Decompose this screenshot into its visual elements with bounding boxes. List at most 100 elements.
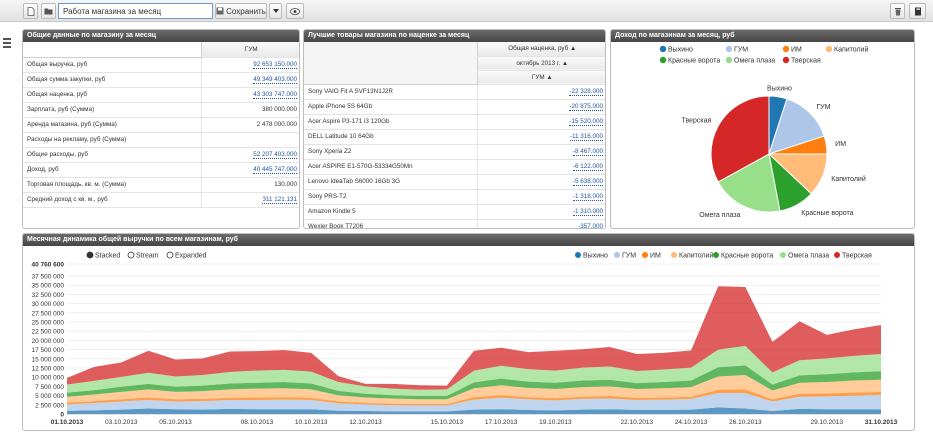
- book-icon: [914, 7, 921, 15]
- legend-item[interactable]: Выхино: [659, 45, 693, 54]
- legend-item[interactable]: Капитолий: [671, 252, 714, 260]
- legend-swatch: [725, 45, 733, 53]
- drilldown-link[interactable]: -8 467.000: [572, 148, 603, 156]
- legend-item[interactable]: Тверская: [834, 252, 872, 260]
- panel-title: Общие данные по магазину за месяц: [23, 30, 299, 42]
- area-series-2[interactable]: [67, 389, 881, 406]
- preview-button[interactable]: [286, 3, 304, 19]
- legend-label: Тверская: [791, 58, 821, 65]
- area-series-1[interactable]: [67, 393, 881, 412]
- area-series-6[interactable]: [67, 286, 881, 390]
- product-name: Lenovo IdeaTab S6000 16Gb 3G: [304, 174, 477, 190]
- drilldown-link[interactable]: -20 875.000: [569, 103, 603, 111]
- drilldown-link[interactable]: -15 520.000: [569, 118, 603, 126]
- drilldown-link[interactable]: 49 349 403.000: [253, 76, 297, 84]
- table-row: Средний доход с кв. м., руб 311 121.131: [23, 192, 299, 208]
- table-row: Общая выручка, руб 92 653 150.000: [23, 57, 299, 73]
- y-tick-label: 17 500 000: [31, 347, 64, 354]
- legend-item[interactable]: Омега плаза: [780, 252, 829, 260]
- x-tick-label: 12.10.2013: [349, 419, 382, 426]
- drilldown-link[interactable]: 92 653 150.000: [253, 61, 297, 69]
- drilldown-link[interactable]: 311 121.131: [262, 196, 297, 204]
- area-series-4[interactable]: [67, 365, 881, 400]
- chevron-down-icon: [272, 9, 279, 13]
- y-tick-label: 37 500 000: [31, 273, 64, 280]
- row-value: 52 207 403.000: [200, 147, 299, 163]
- row-value: 49 349 403.000: [200, 72, 299, 88]
- product-name: DELL Latitude 10 64Gb: [304, 129, 477, 145]
- header-store[interactable]: ГУМ ▲: [476, 70, 605, 85]
- legend-item[interactable]: Тверская: [782, 56, 821, 65]
- drilldown-link[interactable]: 43 303 747.000: [253, 91, 297, 99]
- legend-swatch: [642, 252, 648, 258]
- drilldown-link[interactable]: -357.000: [578, 223, 603, 229]
- delete-button[interactable]: [890, 3, 905, 19]
- table-row: Общая сумма закупки, руб 49 349 403.000: [23, 72, 299, 88]
- slice-label: Выхино: [767, 85, 792, 92]
- drilldown-link[interactable]: 40 445 747.000: [253, 166, 297, 174]
- legend-item[interactable]: Красные ворота: [713, 252, 773, 260]
- row-value-text: 380 000.000: [261, 106, 297, 113]
- x-tick-label: 10.10.2013: [295, 419, 328, 426]
- pie-slice[interactable]: [717, 153, 781, 213]
- y-tick-label: 12 500 000: [31, 365, 64, 372]
- drilldown-link[interactable]: -1 310.000: [572, 208, 603, 216]
- x-tick-label: 26.10.2013: [729, 419, 762, 426]
- row-value: 311 121.131: [200, 192, 299, 208]
- pie-slice[interactable]: [710, 95, 770, 183]
- legend-item[interactable]: ИМ: [642, 252, 661, 260]
- legend-item[interactable]: Капитолий: [825, 45, 869, 54]
- report-title-input[interactable]: [58, 3, 213, 19]
- row-value: 43 303 747.000: [200, 87, 299, 103]
- panel-title: Месячная динамика общей выручки по всем …: [23, 234, 914, 246]
- legend-label: Омега плаза: [734, 58, 775, 65]
- mode-toggle-stream[interactable]: Stream: [127, 251, 159, 260]
- mode-toggle-stacked[interactable]: Stacked: [86, 251, 120, 260]
- legend-item[interactable]: Омега плаза: [725, 56, 775, 65]
- x-tick-label: 19.10.2013: [539, 419, 572, 426]
- legend-label: ГУМ: [622, 253, 636, 260]
- header-total-markup[interactable]: Общая наценка, руб ▲: [476, 42, 605, 57]
- legend-swatch: [825, 45, 833, 53]
- legend-label: ГУМ: [734, 47, 748, 54]
- table-row: Lenovo IdeaTab S6000 16Gb 3G -5 638.000: [304, 174, 605, 190]
- new-report-button[interactable]: [23, 3, 38, 19]
- table-row: Sony PRS-T2 -1 318.000: [304, 189, 605, 205]
- drilldown-link[interactable]: -1 318.000: [572, 193, 603, 201]
- legend-item[interactable]: Красные ворота: [659, 56, 721, 65]
- product-name: Acer Aspire P3-171 i3 120Gb: [304, 114, 477, 130]
- product-value: -1 318.000: [476, 189, 605, 205]
- drilldown-link[interactable]: -6 122.000: [572, 163, 603, 171]
- legend-label: Тверская: [842, 253, 872, 260]
- save-options-dropdown[interactable]: [269, 3, 282, 19]
- area-chart: Stacked Stream Expanded Выхино ГУМ ИМ Капитоли…: [31, 251, 897, 427]
- area-series-5[interactable]: [67, 345, 881, 396]
- legend-item[interactable]: ИМ: [782, 45, 802, 54]
- legend-label: Омега плаза: [788, 253, 829, 260]
- drilldown-link[interactable]: 52 207 403.000: [253, 151, 297, 159]
- x-tick-label: 05.10.2013: [159, 419, 192, 426]
- eye-icon: [290, 7, 300, 15]
- mode-toggle-expanded[interactable]: Expanded: [166, 251, 207, 260]
- x-tick-label: 24.10.2013: [675, 419, 708, 426]
- y-tick-label: 40 760 600: [31, 262, 64, 269]
- legend-item[interactable]: Выхино: [575, 252, 608, 260]
- legend-item[interactable]: ГУМ: [725, 45, 748, 54]
- drilldown-link[interactable]: -22 328.000: [569, 88, 603, 96]
- book-button[interactable]: [909, 3, 926, 19]
- legend-swatch: [725, 56, 733, 64]
- area-series-0[interactable]: [67, 407, 881, 414]
- side-menu-icon[interactable]: [3, 38, 11, 48]
- product-value: -6 122.000: [476, 159, 605, 175]
- open-report-button[interactable]: [41, 3, 56, 19]
- save-button[interactable]: Сохранить: [215, 3, 267, 19]
- drilldown-link[interactable]: -11 316.000: [569, 133, 603, 141]
- legend-item[interactable]: ГУМ: [614, 252, 636, 260]
- column-header-gum: ГУМ: [200, 42, 299, 58]
- legend-label: Капитолий: [679, 252, 714, 260]
- header-month[interactable]: октябрь 2013 г. ▲: [476, 56, 605, 71]
- slice-label: Капитолий: [831, 175, 866, 183]
- drilldown-link[interactable]: -5 638.000: [572, 178, 603, 186]
- area-series-3[interactable]: [67, 374, 881, 405]
- slice-label: ГУМ: [816, 104, 830, 111]
